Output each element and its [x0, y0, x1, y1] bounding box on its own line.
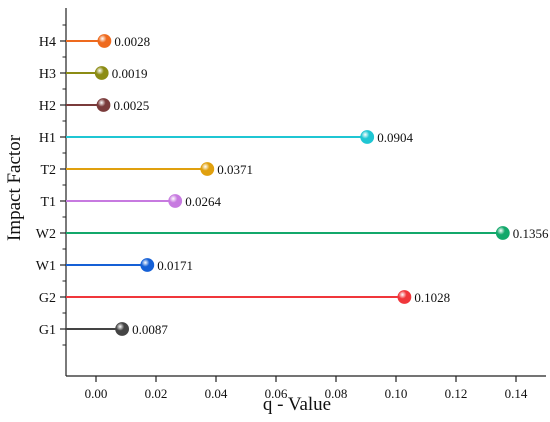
- x-tick-label: 0.10: [385, 386, 408, 401]
- x-tick-label: 0.14: [505, 386, 528, 401]
- category-label-t1: T1: [40, 195, 56, 210]
- marker-h3: [94, 66, 109, 80]
- value-label-h2: 0.0025: [114, 98, 150, 113]
- value-label-t1: 0.0264: [185, 194, 221, 209]
- x-tick-label: 0.02: [145, 386, 168, 401]
- value-label-w1: 0.0171: [157, 258, 193, 273]
- category-label-h3: H3: [39, 67, 56, 82]
- category-label-h1: H1: [39, 131, 56, 146]
- y-axis-title: Impact Factor: [4, 134, 25, 241]
- value-label-t2: 0.0371: [217, 162, 253, 177]
- marker-w2: [495, 226, 510, 240]
- category-label-g2: G2: [39, 291, 56, 306]
- value-label-g1: 0.0087: [132, 322, 168, 337]
- axes: 0.00 0.02 0.04 0.06 0.08 0.10 0.12 0.14 H4 H3 H2 H1…: [36, 8, 546, 401]
- x-tick-label: 0.06: [265, 386, 288, 401]
- marker-t2: [200, 162, 215, 176]
- category-label-h2: H2: [39, 99, 56, 114]
- marker-w1: [140, 258, 155, 272]
- x-tick-label: 0.04: [205, 386, 228, 401]
- x-tick-label: 0.12: [445, 386, 468, 401]
- category-label-g1: G1: [39, 323, 56, 338]
- category-label-w2: W2: [36, 227, 56, 242]
- category-label-t2: T2: [40, 163, 56, 178]
- value-label-w2: 0.1356: [513, 226, 549, 241]
- marker-h1: [360, 130, 375, 144]
- category-label-w1: W1: [36, 259, 56, 274]
- x-tick-label: 0.08: [325, 386, 348, 401]
- x-tick-label: 0.00: [85, 386, 108, 401]
- marker-g2: [397, 290, 412, 304]
- marker-h2: [96, 98, 111, 112]
- x-axis-title: q - Value: [263, 394, 331, 415]
- value-label-h4: 0.0028: [114, 34, 150, 49]
- chart-marks: 0.0028 0.0019 0.0025 0.0904 0.0371 0.0264 0.13…: [66, 34, 549, 337]
- marker-g1: [115, 322, 129, 336]
- category-label-h4: H4: [39, 35, 56, 50]
- marker-t1: [168, 194, 183, 208]
- value-label-h3: 0.0019: [112, 66, 148, 81]
- value-label-g2: 0.1028: [414, 290, 450, 305]
- value-label-h1: 0.0904: [377, 130, 413, 145]
- marker-h4: [97, 34, 112, 48]
